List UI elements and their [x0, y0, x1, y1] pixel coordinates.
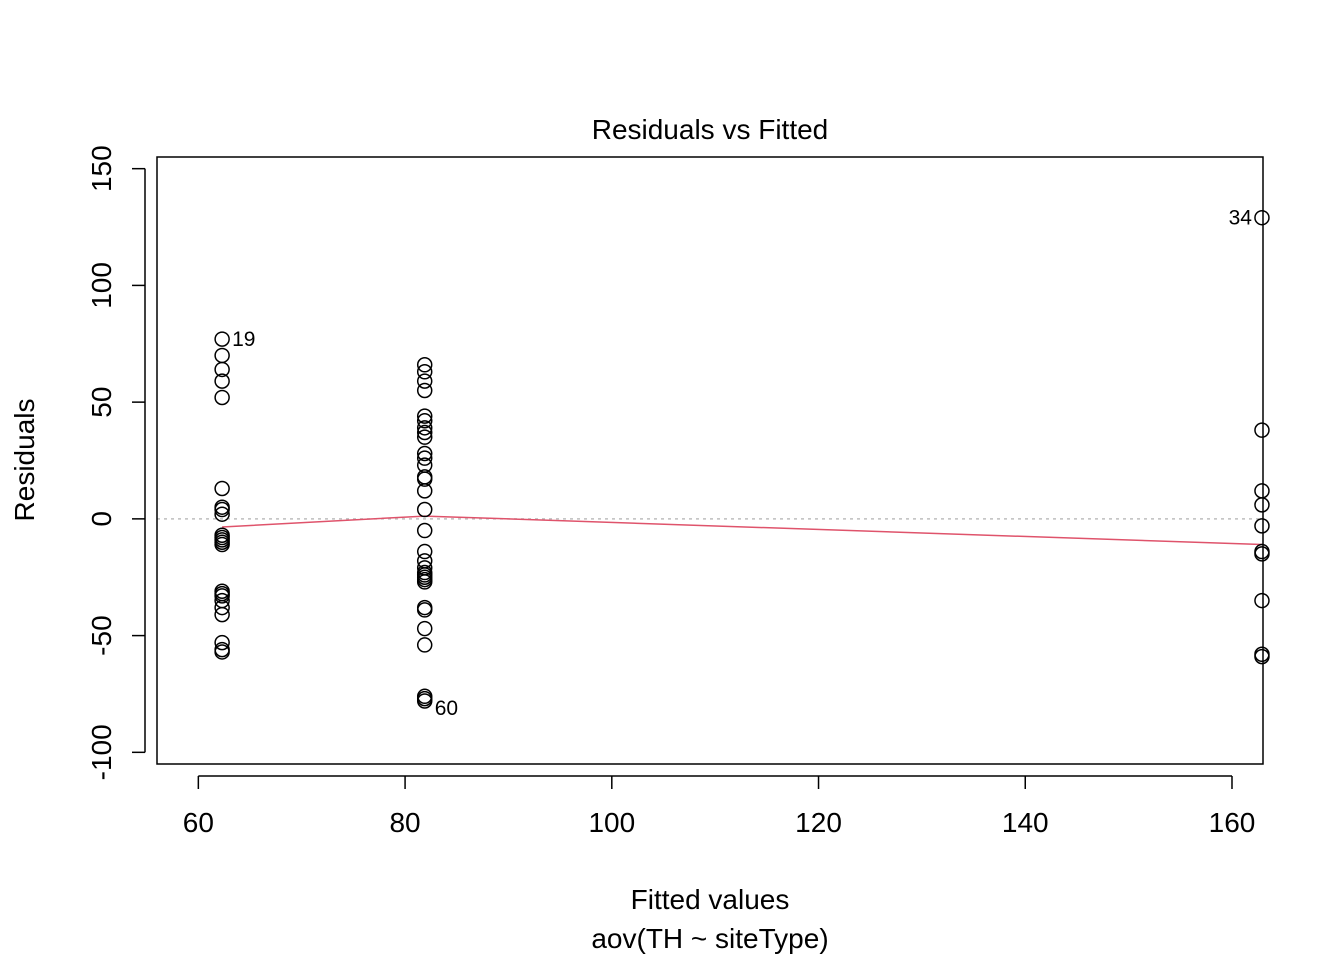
residual-point — [416, 574, 433, 590]
x-axis-label: Fitted values — [631, 884, 790, 915]
residual-point — [416, 424, 433, 441]
residual-point — [416, 620, 433, 637]
point-id-label: 34 — [1229, 207, 1253, 230]
x-tick-label: 160 — [1209, 807, 1256, 838]
residual-point — [416, 373, 433, 389]
residual-point — [214, 501, 230, 518]
smooth-line — [222, 515, 1262, 546]
residual-point — [1254, 209, 1270, 226]
residual-point — [1254, 592, 1270, 609]
y-tick-label: 0 — [86, 511, 117, 527]
y-tick-label: 50 — [86, 387, 117, 418]
residual-point — [214, 536, 230, 553]
x-axis: 60 80 100 120 140 160 — [183, 775, 1256, 838]
residual-point — [416, 408, 433, 424]
residual-point — [416, 382, 433, 399]
residual-point — [416, 429, 433, 445]
residual-points — [214, 209, 1270, 709]
residual-point — [214, 644, 230, 660]
plot-frame — [156, 156, 1264, 765]
residual-point — [214, 389, 230, 406]
residual-point — [214, 634, 230, 651]
residual-point — [1254, 648, 1270, 665]
residual-point — [1254, 497, 1270, 513]
residual-point — [416, 357, 433, 373]
y-tick-label: 150 — [86, 145, 117, 192]
point-labels: 19 60 34 — [232, 207, 1252, 720]
residual-point — [416, 483, 433, 499]
x-tick-label: 100 — [588, 807, 635, 838]
residual-point — [416, 637, 433, 653]
residual-point — [416, 522, 433, 539]
residual-point — [214, 506, 230, 522]
chart-subtitle: aov(TH ~ siteType) — [591, 923, 828, 954]
residual-point — [214, 361, 230, 378]
residual-point — [416, 471, 433, 487]
residual-point — [416, 693, 433, 709]
residual-point — [1254, 483, 1270, 499]
residual-point — [416, 501, 433, 518]
residual-point — [416, 543, 433, 560]
residual-point — [416, 413, 433, 429]
y-tick-label: 100 — [86, 262, 117, 309]
point-id-label: 60 — [435, 697, 458, 720]
residual-point — [1254, 422, 1270, 438]
y-tick-label: -50 — [86, 615, 117, 655]
y-axis-label: Residuals — [9, 399, 40, 522]
residual-point — [214, 373, 230, 389]
residual-point — [416, 420, 433, 436]
residual-point — [416, 602, 433, 618]
y-axis: -100 -50 0 50 100 150 — [86, 145, 146, 780]
chart-title: Residuals vs Fitted — [592, 114, 829, 145]
residual-point — [416, 450, 433, 466]
residual-point — [1254, 518, 1270, 534]
residual-point — [416, 445, 433, 462]
residual-point — [214, 480, 230, 497]
residual-point — [1254, 546, 1270, 562]
residual-point — [214, 588, 230, 604]
residual-point — [214, 606, 230, 623]
x-tick-label: 140 — [1002, 807, 1049, 838]
residual-point — [416, 364, 433, 380]
residual-point — [214, 331, 230, 347]
residual-point — [214, 599, 230, 616]
x-tick-label: 60 — [183, 807, 214, 838]
x-tick-label: 120 — [795, 807, 842, 838]
x-tick-label: 80 — [389, 807, 420, 838]
point-id-label: 19 — [232, 328, 255, 351]
residual-point — [214, 347, 230, 364]
y-tick-label: -100 — [86, 724, 117, 780]
